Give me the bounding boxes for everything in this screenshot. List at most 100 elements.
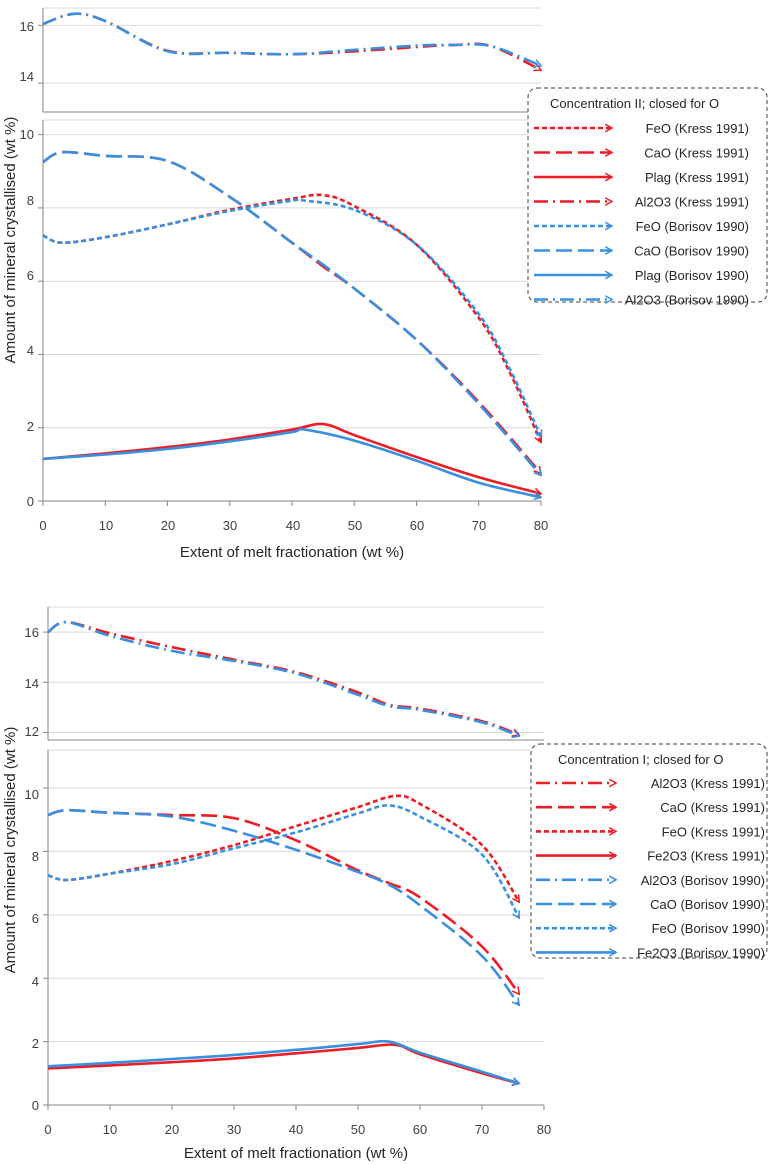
chart-2-ytick-upper-12: 12 — [25, 724, 39, 739]
chart-2-xtick-0: 0 — [44, 1122, 51, 1137]
chart-2-legend-item-feo-borisov-1990: FeO (Borisov 1990) — [536, 921, 765, 936]
chart-1-legend-item-cao-borisov-1990: CaO (Borisov 1990) — [534, 244, 749, 259]
chart-2-legend-title: Concentration I; closed for O — [558, 752, 723, 767]
chart-1-legend-label-al2o3-kress-1991: Al2O3 (Kress 1991) — [635, 195, 749, 210]
chart-1-ytick-8: 8 — [27, 193, 34, 208]
chart-2-series-al2o3-borisov-1990 — [47, 620, 519, 736]
chart-2-ytick-8: 8 — [32, 849, 39, 864]
chart-1-xtick-50: 50 — [348, 518, 362, 533]
chart-2-legend-item-fe2o3-kress-1991: Fe2O3 (Kress 1991) — [536, 849, 765, 864]
chart-2-xtick-70: 70 — [475, 1122, 489, 1137]
chart-1-ytick-upper-14: 14 — [20, 69, 34, 84]
chart-2-xtick-60: 60 — [413, 1122, 427, 1137]
chart-1-legend-label-feo-kress-1991: FeO (Kress 1991) — [646, 121, 749, 136]
chart-1-legend-item-plag-kress-1991: Plag (Kress 1991) — [534, 170, 749, 185]
chart-2-x-axis-title: Extent of melt fractionation (wt %) — [184, 1145, 408, 1162]
chart-2-legend-item-al2o3-borisov-1990: Al2O3 (Borisov 1990) — [536, 873, 765, 888]
chart-2-xtick-30: 30 — [227, 1122, 241, 1137]
chart-2-ytick-10: 10 — [25, 787, 39, 802]
chart-1-legend-item-feo-kress-1991: FeO (Kress 1991) — [534, 121, 749, 136]
chart-2-legend-label-al2o3-borisov-1990: Al2O3 (Borisov 1990) — [641, 873, 765, 888]
chart-1-y-axis-title: Amount of mineral crystallised (wt %) — [2, 117, 19, 364]
chart-1-xtick-60: 60 — [410, 518, 424, 533]
chart-1-xtick-70: 70 — [472, 518, 486, 533]
chart-1-legend-label-plag-kress-1991: Plag (Kress 1991) — [645, 170, 749, 185]
chart-1-xtick-10: 10 — [99, 518, 113, 533]
chart-2-ytick-4: 4 — [32, 974, 39, 989]
chart-1-x-axis-title: Extent of melt fractionation (wt %) — [180, 544, 404, 561]
chart-2-legend-label-cao-kress-1991: CaO (Kress 1991) — [660, 800, 765, 815]
chart-2-series-cao-kress-1991 — [47, 808, 521, 994]
chart-2-series-fe2o3-kress-1991 — [47, 1043, 519, 1084]
chart-1-series-feo-kress-1991 — [42, 193, 541, 443]
chart-1-ytick-6: 6 — [27, 268, 34, 283]
chart-2-legend-label-al2o3-kress-1991: Al2O3 (Kress 1991) — [651, 776, 765, 791]
chart-2-legend-label-fe2o3-kress-1991: Fe2O3 (Kress 1991) — [647, 849, 765, 864]
chart-2-legend-label-feo-kress-1991: FeO (Kress 1991) — [662, 824, 765, 839]
chart-2-ytick-6: 6 — [32, 911, 39, 926]
chart-1-series-plag-kress-1991 — [42, 422, 541, 494]
chart-1-series-cao-borisov-1990 — [42, 150, 541, 475]
chart-1-series-al2o3-borisov-1990 — [42, 12, 541, 66]
chart-1-legend-label-cao-kress-1991: CaO (Kress 1991) — [644, 146, 749, 161]
chart-1-ytick-upper-16: 16 — [20, 19, 34, 34]
chart-2-series-cao-borisov-1990 — [47, 808, 521, 1005]
chart-1-legend-label-cao-borisov-1990: CaO (Borisov 1990) — [634, 244, 749, 259]
chart-1-ticks: 14 16 0 2 4 6 8 10 0 10 20 30 40 50 60 7… — [20, 19, 549, 533]
chart-2-series-feo-borisov-1990 — [47, 804, 521, 918]
chart-1-xtick-80: 80 — [534, 518, 548, 533]
chart-1-legend-label-feo-borisov-1990: FeO (Borisov 1990) — [636, 219, 749, 234]
chart-2-legend-label-feo-borisov-1990: FeO (Borisov 1990) — [652, 921, 765, 936]
chart-2-legend-item-fe2o3-borisov-1990: Fe2O3 (Borisov 1990) — [536, 945, 765, 960]
chart-1-legend-label-al2o3-borisov-1990: Al2O3 (Borisov 1990) — [625, 293, 749, 308]
chart-2-legend-item-feo-kress-1991: FeO (Kress 1991) — [536, 824, 765, 839]
chart-1-xtick-20: 20 — [161, 518, 175, 533]
chart-1-ytick-2: 2 — [27, 419, 34, 434]
chart-2-ytick-upper-14: 14 — [25, 676, 39, 691]
chart-2-grid — [48, 606, 544, 1106]
chart-1-legend: Concentration II; closed for O FeO (Kres… — [527, 87, 768, 308]
chart-1-xtick-40: 40 — [286, 518, 300, 533]
chart-1-ytick-0: 0 — [27, 494, 34, 509]
chart-2-xtick-80: 80 — [537, 1122, 551, 1137]
chart-1-series-cao-kress-1991 — [42, 150, 541, 473]
chart-2: 12 14 16 0 2 4 6 8 10 0 10 20 30 40 50 6… — [2, 606, 768, 1162]
chart-1-series-feo-borisov-1990 — [42, 198, 541, 437]
chart-2-ticks: 12 14 16 0 2 4 6 8 10 0 10 20 30 40 50 6… — [25, 625, 552, 1137]
chart-1-ytick-4: 4 — [27, 343, 34, 358]
chart-2-legend-item-cao-borisov-1990: CaO (Borisov 1990) — [536, 897, 765, 912]
chart-1-legend-item-feo-borisov-1990: FeO (Borisov 1990) — [534, 219, 749, 234]
chart-2-xtick-50: 50 — [351, 1122, 365, 1137]
chart-2-xtick-10: 10 — [103, 1122, 117, 1137]
chart-2-axes — [43, 607, 545, 1110]
chart-2-y-axis-title: Amount of mineral crystallised (wt %) — [2, 727, 19, 974]
chart-2-xtick-20: 20 — [165, 1122, 179, 1137]
chart-2-legend-item-cao-kress-1991: CaO (Kress 1991) — [536, 800, 765, 815]
chart-1: 14 16 0 2 4 6 8 10 0 10 20 30 40 50 60 7… — [2, 7, 768, 561]
chart-2-ytick-0: 0 — [32, 1098, 39, 1113]
chart-2-series-al2o3-kress-1991 — [47, 620, 519, 735]
chart-2-series — [47, 620, 521, 1084]
chart-1-series-al2o3-kress-1991 — [42, 12, 541, 70]
chart-2-series-feo-kress-1991 — [47, 794, 521, 902]
chart-1-legend-title: Concentration II; closed for O — [550, 96, 719, 111]
chart-1-legend-box — [527, 87, 768, 303]
chart-1-legend-item-al2o3-kress-1991: Al2O3 (Kress 1991) — [534, 195, 749, 210]
chart-1-ytick-10: 10 — [20, 127, 34, 142]
chart-1-series — [42, 12, 541, 498]
chart-2-xtick-40: 40 — [289, 1122, 303, 1137]
chart-2-legend-label-cao-borisov-1990: CaO (Borisov 1990) — [650, 897, 765, 912]
chart-2-ytick-2: 2 — [32, 1036, 39, 1051]
chart-1-grid — [43, 7, 541, 502]
chart-1-legend-label-plag-borisov-1990: Plag (Borisov 1990) — [635, 268, 749, 283]
chart-1-xtick-30: 30 — [223, 518, 237, 533]
chart-2-legend-label-fe2o3-borisov-1990: Fe2O3 (Borisov 1990) — [637, 945, 765, 960]
chart-2-legend-item-al2o3-kress-1991: Al2O3 (Kress 1991) — [536, 776, 765, 791]
chart-2-series-fe2o3-borisov-1990 — [47, 1039, 519, 1083]
chart-2-ytick-upper-16: 16 — [25, 625, 39, 640]
chart-1-xtick-0: 0 — [39, 518, 46, 533]
chart-1-axes — [38, 8, 542, 506]
chart-2-legend: Concentration I; closed for O Al2O3 (Kre… — [530, 743, 768, 960]
chart-1-legend-item-al2o3-borisov-1990: Al2O3 (Borisov 1990) — [534, 293, 749, 308]
